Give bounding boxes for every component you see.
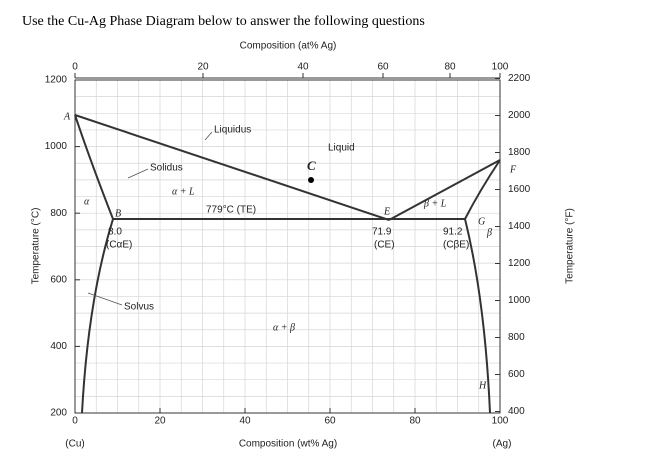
- left-end-label: (Cu): [65, 439, 84, 450]
- right-tick-label: 2000: [508, 110, 531, 121]
- right-tick-label: 800: [508, 332, 525, 343]
- liquidus-right: [388, 159, 501, 221]
- page-title: Use the Cu-Ag Phase Diagram below to ans…: [22, 14, 425, 29]
- solidus-right: [464, 159, 501, 220]
- right-axis-title: Temperature (°F): [565, 208, 576, 284]
- beta-l-label: β + L: [423, 198, 447, 209]
- liquidus-label: Liquidus: [214, 125, 251, 136]
- point-e: E: [383, 206, 390, 217]
- right-tick-label: 2200: [508, 73, 531, 84]
- c-alpha-value: 8.0: [108, 227, 122, 238]
- grid: [75, 80, 500, 413]
- right-tick-label: 1200: [508, 258, 531, 269]
- right-tick-label: 1000: [508, 295, 531, 306]
- top-tick-label: 0: [72, 62, 78, 73]
- top-axis-title: Composition (at% Ag): [240, 41, 337, 52]
- eutectic-temperature: 779°C (TE): [206, 205, 256, 216]
- point-h: H: [478, 380, 487, 391]
- c-e-value: 71.9: [372, 227, 392, 238]
- right-tick-label: 1800: [508, 147, 531, 158]
- left-tick-label: 800: [50, 208, 67, 219]
- point-a: A: [63, 111, 71, 122]
- c-beta-value: 91.2: [443, 227, 463, 238]
- alpha-l-label: α + L: [172, 186, 195, 197]
- liquidus-left: [74, 114, 390, 221]
- alpha-beta-label: α + β: [273, 322, 295, 333]
- point-g: G: [478, 216, 485, 227]
- bottom-tick-label: 60: [324, 416, 336, 427]
- top-tick-label: 20: [197, 62, 209, 73]
- solidus-label: Solidus: [150, 163, 183, 174]
- right-tick-label: 600: [508, 369, 525, 380]
- solvus-right: [464, 218, 491, 414]
- bottom-tick-label: 0: [72, 416, 78, 427]
- solvus-label: Solvus: [124, 302, 154, 313]
- c-alpha-label: (CαE): [106, 240, 132, 251]
- left-axis-title: Temperature (°C): [31, 208, 42, 285]
- c-beta-label: (CβE): [443, 240, 469, 251]
- bottom-tick-label: 20: [154, 416, 166, 427]
- top-tick-label: 100: [492, 62, 509, 73]
- plot-frame: [74, 79, 501, 414]
- point-f: F: [509, 164, 517, 175]
- left-tick-label: 200: [50, 408, 67, 419]
- right-tick-label: 1600: [508, 184, 531, 195]
- top-tick-label: 40: [297, 62, 309, 73]
- beta-label: β: [486, 227, 492, 238]
- solvus-left: [81, 218, 114, 414]
- top-tick-label: 60: [377, 62, 389, 73]
- point-c: C: [307, 158, 316, 173]
- right-tick-label: 400: [508, 406, 525, 417]
- left-tick-label: 600: [50, 274, 67, 285]
- solidus-left: [74, 114, 114, 220]
- right-tick-label: 1400: [508, 221, 531, 232]
- top-tick-label: 80: [444, 62, 456, 73]
- left-tick-label: 400: [50, 341, 67, 352]
- liquid-label: Liquid: [328, 143, 355, 154]
- point-b: B: [115, 208, 121, 219]
- solidus-leader: [127, 168, 149, 179]
- bottom-tick-label: 40: [239, 416, 251, 427]
- bottom-tick-label: 100: [492, 416, 509, 427]
- solvus-leader: [87, 292, 123, 306]
- liquidus-leader: [204, 131, 213, 141]
- left-tick-label: 1000: [45, 141, 68, 152]
- bottom-axis-title: Composition (wt% Ag): [239, 439, 337, 450]
- alpha-label: α: [84, 196, 90, 207]
- point-c-marker: [308, 177, 314, 183]
- c-e-label: (CE): [374, 240, 395, 251]
- right-end-label: (Ag): [493, 439, 512, 450]
- bottom-tick-label: 80: [409, 416, 421, 427]
- left-tick-label: 1200: [45, 75, 68, 86]
